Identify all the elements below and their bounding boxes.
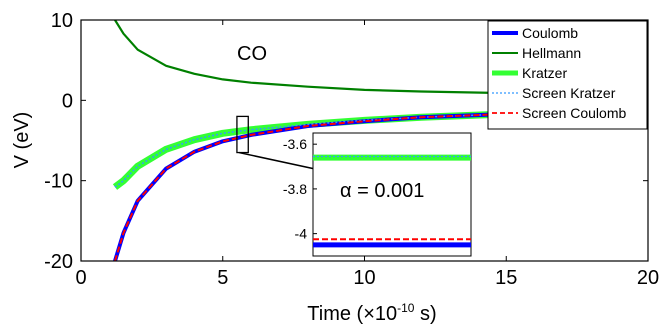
x-tick-label: 20 bbox=[637, 267, 659, 289]
inset-panel: -3.6 -3.8 -4 α = 0.001 bbox=[283, 132, 472, 257]
x-axis-label-main: Time (×10 bbox=[307, 303, 397, 325]
legend: Coulomb Hellmann Kratzer Screen Kratzer Scre… bbox=[487, 20, 648, 130]
x-axis-label: Time (×10-10 s) bbox=[307, 301, 436, 325]
legend-label-kratzer: Kratzer bbox=[522, 65, 567, 81]
y-tick-label: 0 bbox=[62, 90, 73, 112]
legend-label-coulomb: Coulomb bbox=[522, 25, 578, 41]
zoom-box bbox=[236, 115, 249, 154]
inset-frame bbox=[312, 132, 472, 257]
inset-y-tick-label: -3.6 bbox=[283, 136, 307, 152]
x-tick-label: 0 bbox=[75, 267, 86, 289]
y-tick-label: 10 bbox=[51, 10, 73, 32]
inset-ticks: -3.6 -3.8 -4 bbox=[283, 136, 317, 242]
x-tick-label: 15 bbox=[495, 267, 517, 289]
y-axis-label: V (eV) bbox=[11, 112, 33, 169]
y-tick-label: -10 bbox=[44, 171, 73, 193]
legend-label-screen-kratzer: Screen Kratzer bbox=[522, 85, 616, 101]
y-tick-label: -20 bbox=[44, 251, 73, 273]
legend-label-hellmann: Hellmann bbox=[522, 45, 581, 61]
inset-y-tick-label: -3.8 bbox=[283, 181, 307, 197]
legend-label-screen-coulomb: Screen Coulomb bbox=[522, 105, 626, 121]
chart-annotation: CO bbox=[237, 43, 267, 65]
inset-annotation: α = 0.001 bbox=[340, 180, 424, 202]
x-tick-label: 10 bbox=[353, 267, 375, 289]
inset-y-tick-label: -4 bbox=[295, 226, 308, 242]
x-axis-label-unit: s) bbox=[414, 303, 436, 325]
x-tick-label: 5 bbox=[217, 267, 228, 289]
ticks-layer: 0 5 10 15 20 10 0 -10 -20 bbox=[44, 10, 659, 289]
inset-lines bbox=[313, 154, 471, 248]
x-axis-label-exponent: -10 bbox=[397, 301, 415, 315]
